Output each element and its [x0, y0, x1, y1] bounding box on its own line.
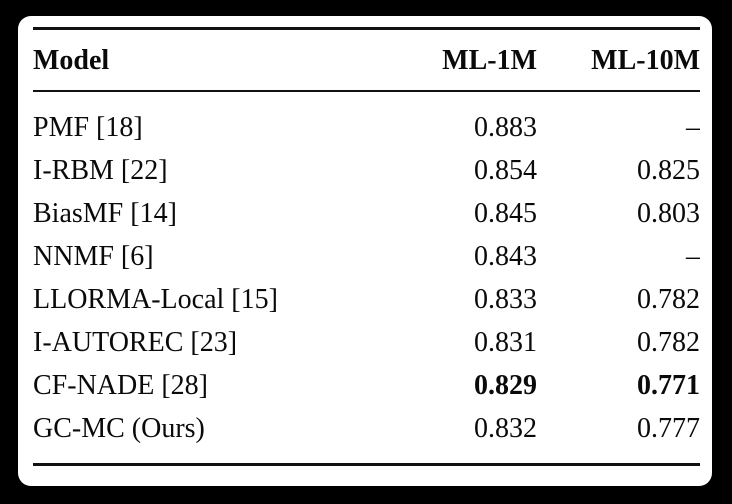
ml10m-value-cell: 0.782 — [637, 284, 700, 315]
model-name-cell: PMF [18] — [33, 112, 143, 143]
table-row: NNMF [6] 0.843 – — [33, 235, 700, 278]
column-header-ml10m: ML-10M — [537, 28, 700, 92]
results-table: Model ML-1M ML-10M PMF [18] 0.883 – I-RB… — [33, 27, 700, 466]
ml1m-value-cell: 0.854 — [474, 155, 537, 186]
table-row: PMF [18] 0.883 – — [33, 91, 700, 149]
ml10m-value-cell: – — [686, 112, 700, 143]
model-name-cell: CF-NADE [28] — [33, 370, 208, 401]
model-name-cell: I-AUTOREC [23] — [33, 327, 238, 358]
ml10m-value-cell: 0.771 — [637, 370, 700, 401]
table-header: Model ML-1M ML-10M — [33, 28, 700, 92]
header-row: Model ML-1M ML-10M — [33, 28, 700, 92]
ml10m-value-cell: 0.777 — [637, 413, 700, 444]
table-row: CF-NADE [28] 0.829 0.771 — [33, 364, 700, 407]
table-row: LLORMA-Local [15] 0.833 0.782 — [33, 278, 700, 321]
ml10m-value-cell: – — [686, 241, 700, 272]
column-header-ml1m: ML-1M — [415, 28, 537, 92]
model-name-cell: BiasMF [14] — [33, 198, 177, 229]
paper-table-card: Model ML-1M ML-10M PMF [18] 0.883 – I-RB… — [18, 16, 712, 486]
column-header-model: Model — [33, 28, 415, 92]
ml10m-value-cell: 0.825 — [637, 155, 700, 186]
table-row: BiasMF [14] 0.845 0.803 — [33, 192, 700, 235]
table-row: I-RBM [22] 0.854 0.825 — [33, 149, 700, 192]
ml1m-value-cell: 0.829 — [474, 370, 537, 401]
ml1m-value-cell: 0.845 — [474, 198, 537, 229]
ml1m-value-cell: 0.843 — [474, 241, 537, 272]
ml1m-value-cell: 0.831 — [474, 327, 537, 358]
model-name-cell: NNMF [6] — [33, 241, 154, 272]
table-row: I-AUTOREC [23] 0.831 0.782 — [33, 321, 700, 364]
model-name-cell: I-RBM [22] — [33, 155, 168, 186]
table-body: PMF [18] 0.883 – I-RBM [22] 0.854 0.825 … — [33, 91, 700, 465]
ml1m-value-cell: 0.883 — [474, 112, 537, 143]
table-row: GC-MC (Ours) 0.832 0.777 — [33, 407, 700, 465]
ml10m-value-cell: 0.803 — [637, 198, 700, 229]
model-name-cell: LLORMA-Local [15] — [33, 284, 278, 315]
ml10m-value-cell: 0.782 — [637, 327, 700, 358]
ml1m-value-cell: 0.833 — [474, 284, 537, 315]
ml1m-value-cell: 0.832 — [474, 413, 537, 444]
model-name-cell: GC-MC (Ours) — [33, 413, 205, 444]
